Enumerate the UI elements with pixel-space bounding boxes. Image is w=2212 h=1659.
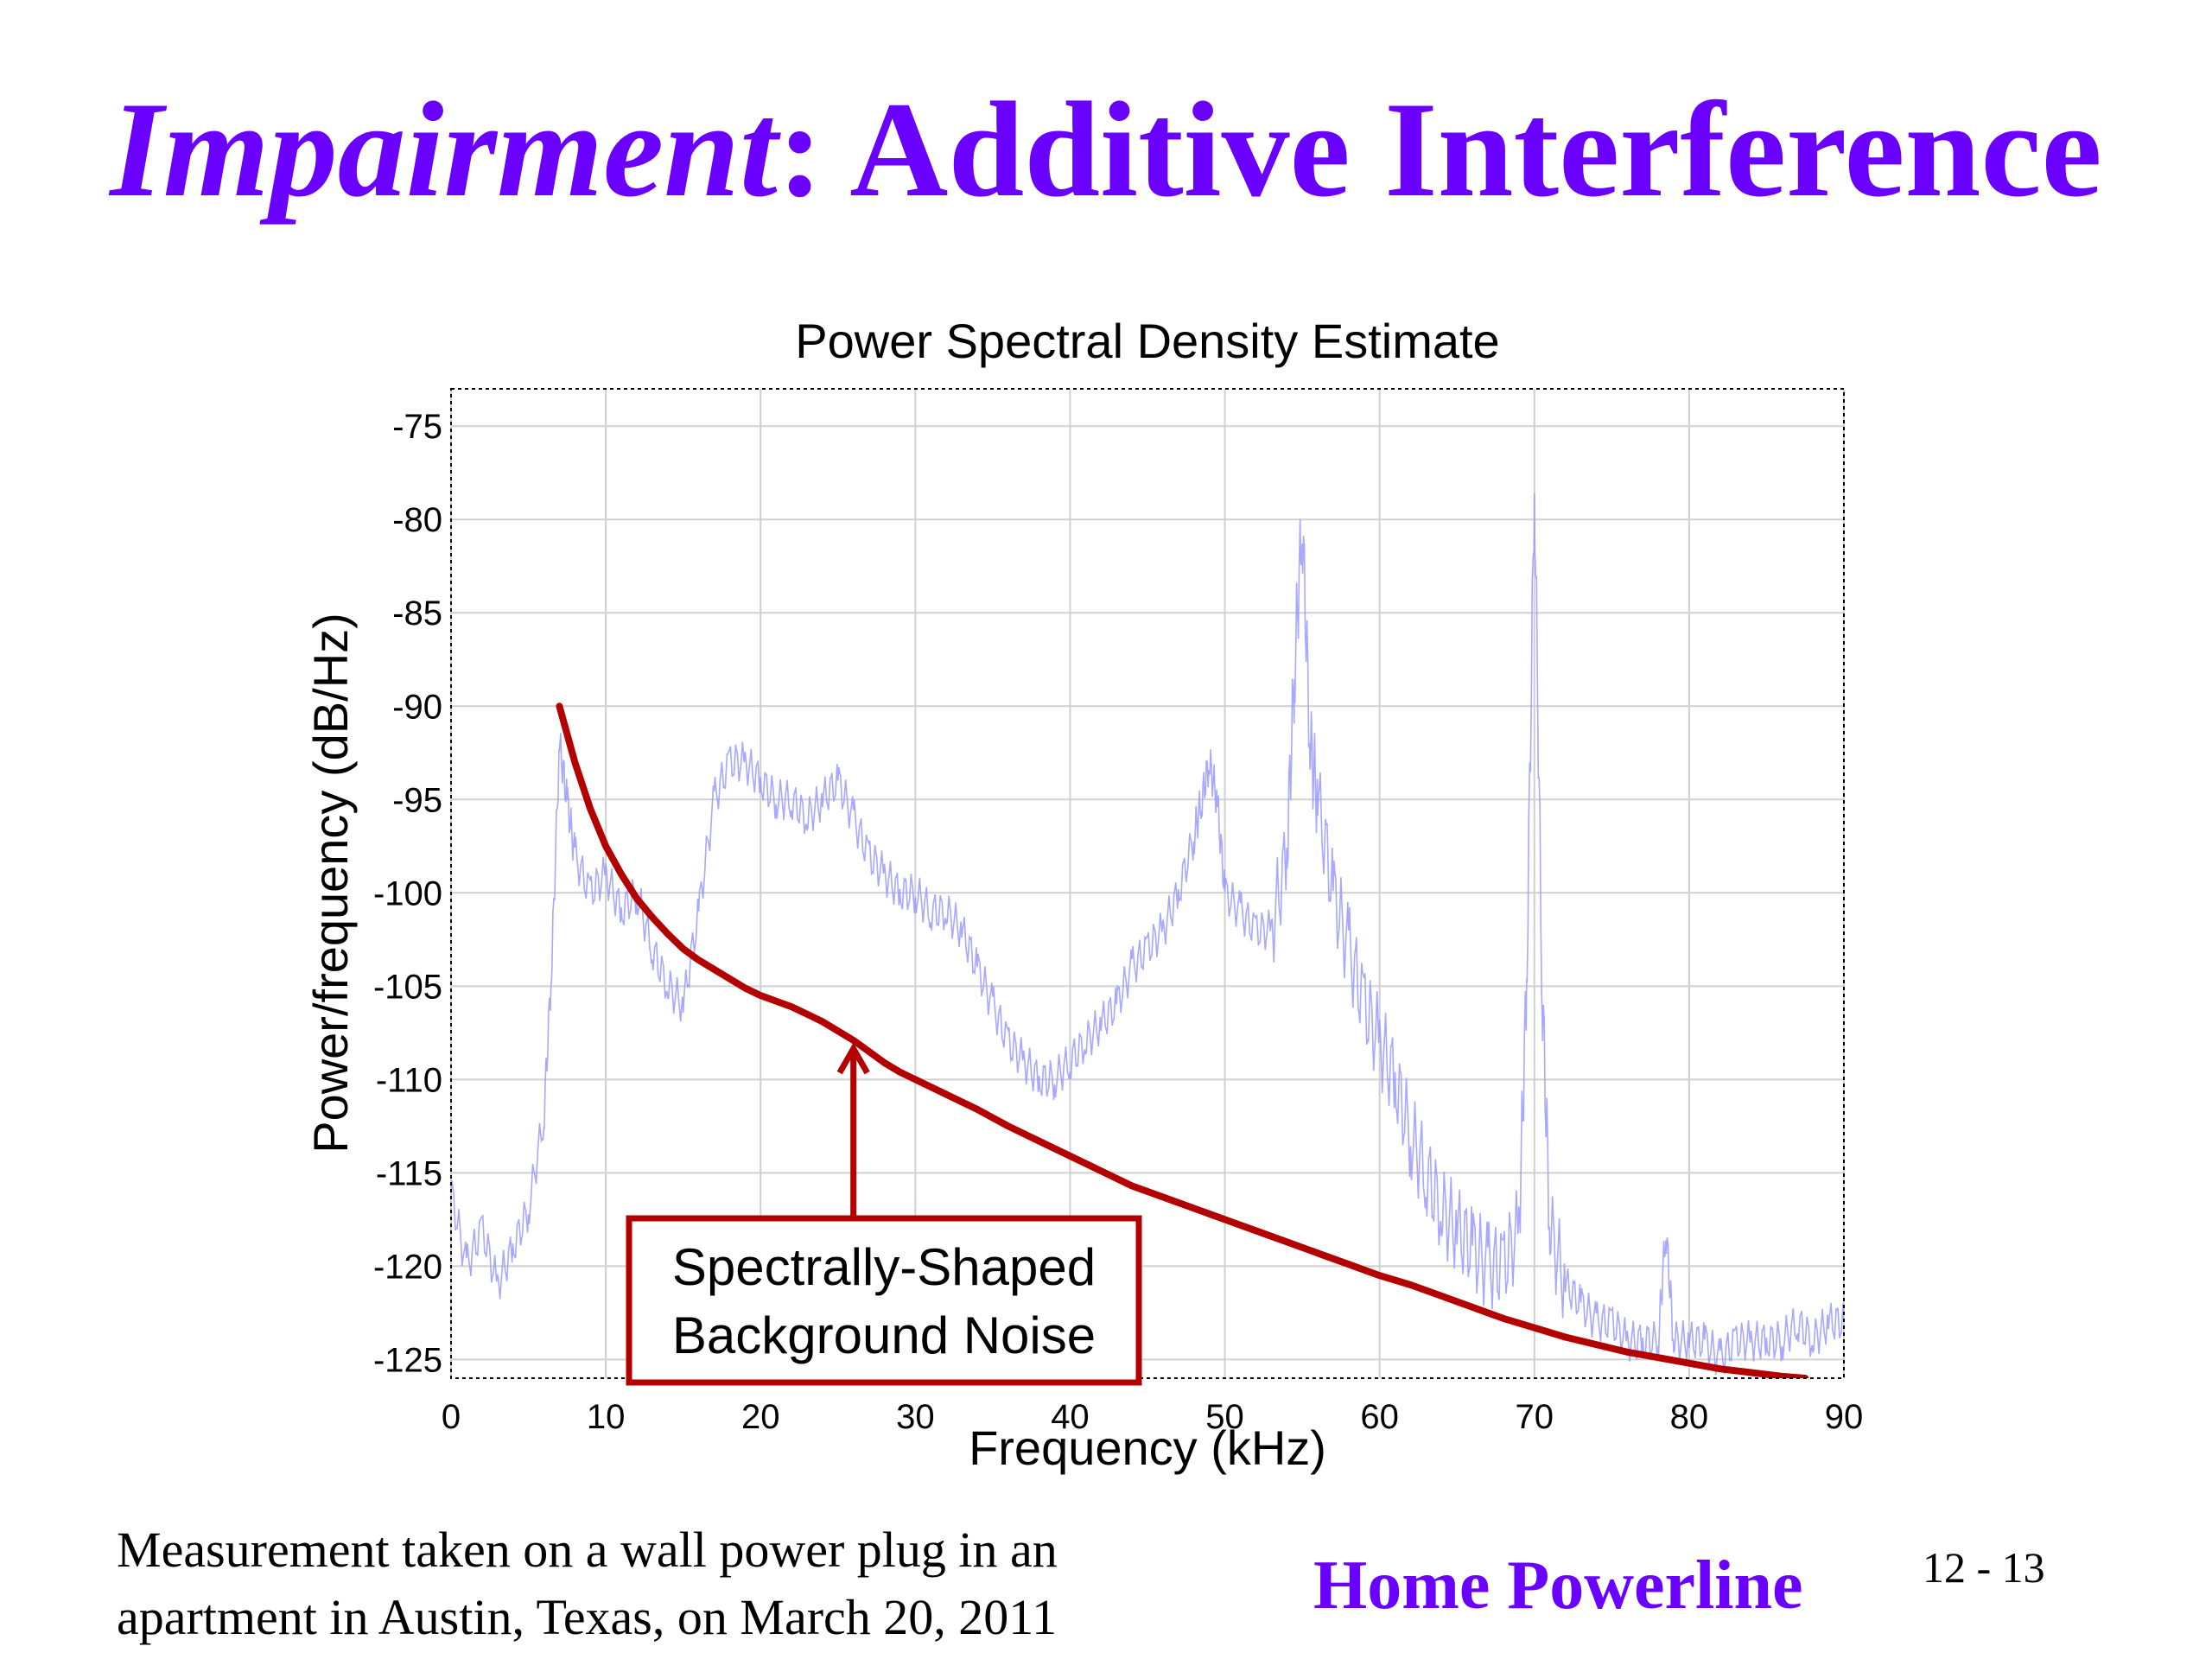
y-tick-label: -100 [373,874,442,912]
background-noise-curve [556,702,1809,1378]
x-tick-label: 60 [1360,1398,1399,1436]
x-tick-label: 70 [1516,1398,1554,1436]
x-tick-label: 90 [1825,1398,1864,1436]
series-layer [451,493,1844,1378]
slide-title-rest: : Additive Interference [777,74,2102,226]
annotation: Spectrally-Shaped Background Noise [626,1042,1142,1386]
footnote-line-1: Measurement taken on a wall power plug i… [117,1522,1058,1578]
y-tick-label: -105 [373,968,442,1006]
callout-line-1: Spectrally-Shaped [672,1238,1096,1296]
x-tick-label: 50 [1205,1398,1244,1436]
y-tick-label: -125 [373,1341,442,1379]
x-axis-label: Frequency (kHz) [969,1421,1326,1475]
x-tick-label: 20 [741,1398,780,1436]
grid [450,389,1845,1378]
y-tick-label: -120 [373,1248,442,1286]
callout-box [626,1215,1142,1386]
callout-arrowhead [836,1042,870,1075]
y-tick-label: -115 [376,1154,442,1192]
footnote: Measurement taken on a wall power plug i… [117,1516,1240,1651]
plot-frame [450,388,1845,1379]
psd-chart: 0 10 20 30 40 50 60 70 80 90 -75 -80 -85 -90 -95 -100 -1… [303,314,1863,1475]
slide-title: Impairment: Additive Interference [0,82,2212,219]
course-label: Home Powerline [1313,1548,1803,1624]
footnote-line-2: apartment in Austin, Texas, on March 20,… [117,1589,1058,1645]
chart-title: Power Spectral Density Estimate [795,314,1499,368]
x-tick-label: 40 [1051,1398,1090,1436]
x-tick-label: 30 [896,1398,935,1436]
callout-line-2: Background Noise [672,1306,1096,1364]
tick-labels: 0 10 20 30 40 50 60 70 80 90 -75 -80 -85 -90 -95 -100 -1… [373,408,1863,1436]
y-tick-label: -110 [376,1061,442,1099]
y-tick-label: -95 [392,781,442,819]
x-tick-label: 80 [1670,1398,1709,1436]
x-tick-label: 0 [442,1398,461,1436]
y-tick-label: -80 [392,501,442,539]
y-tick-label: -75 [392,408,442,446]
plot-area [451,389,1844,1378]
y-tick-label: -90 [392,688,442,726]
x-tick-label: 10 [587,1398,626,1436]
y-tick-label: -85 [392,594,442,632]
y-axis-label: Power/frequency (dB/Hz) [303,613,358,1154]
slide-number: 12 - 13 [1923,1543,2045,1592]
slide-title-emphasis: Impairment [110,74,778,226]
psd-trace-line [451,493,1844,1376]
